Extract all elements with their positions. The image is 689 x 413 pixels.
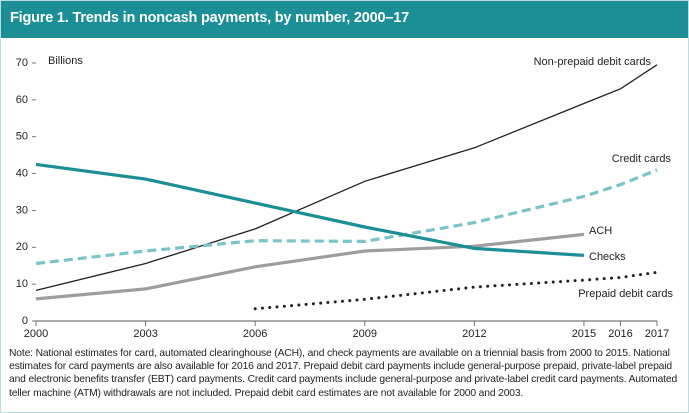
series-line xyxy=(35,232,585,301)
series-label: ACH xyxy=(589,225,612,237)
y-axis-label: Billions xyxy=(48,55,83,67)
x-tick-label: 2016 xyxy=(608,328,632,340)
series-label: Checks xyxy=(589,251,626,263)
chart: 0 10 20 30 40 50 60 70 Billions 2000 2003 2006 2009 2… xyxy=(16,55,674,340)
series-label: Credit cards xyxy=(612,153,672,165)
header-bar: Figure 1. Trends in noncash payments, by… xyxy=(1,1,688,38)
series-line xyxy=(35,162,585,257)
x-tick-label: 2012 xyxy=(462,328,486,340)
y-tick-label: 10 xyxy=(16,278,28,290)
x-tick-label: 2017 xyxy=(645,328,669,340)
series-line xyxy=(253,270,659,311)
x-tick-label: 2015 xyxy=(572,328,596,340)
x-tick-label: 2006 xyxy=(243,328,267,340)
note: Note: National estimates for card, autom… xyxy=(9,348,678,399)
y-tick-label: 70 xyxy=(16,57,28,69)
y-tick-label: 40 xyxy=(16,167,28,179)
y-tick-label: 0 xyxy=(22,315,28,327)
y-tick-label: 60 xyxy=(16,94,28,106)
series-line xyxy=(35,64,658,292)
y-tick-label: 50 xyxy=(16,131,28,143)
x-tick-label: 2000 xyxy=(24,328,48,340)
series-line xyxy=(35,168,658,266)
x-tick-label: 2003 xyxy=(133,328,157,340)
y-tick-label: 20 xyxy=(16,241,28,253)
y-tick-label: 30 xyxy=(16,204,28,216)
series-label: Non-prepaid debit cards xyxy=(534,56,652,68)
series-label: Prepaid debit cards xyxy=(578,288,673,300)
chart-title: Figure 1. Trends in noncash payments, by… xyxy=(10,10,409,26)
x-tick-label: 2009 xyxy=(353,328,377,340)
